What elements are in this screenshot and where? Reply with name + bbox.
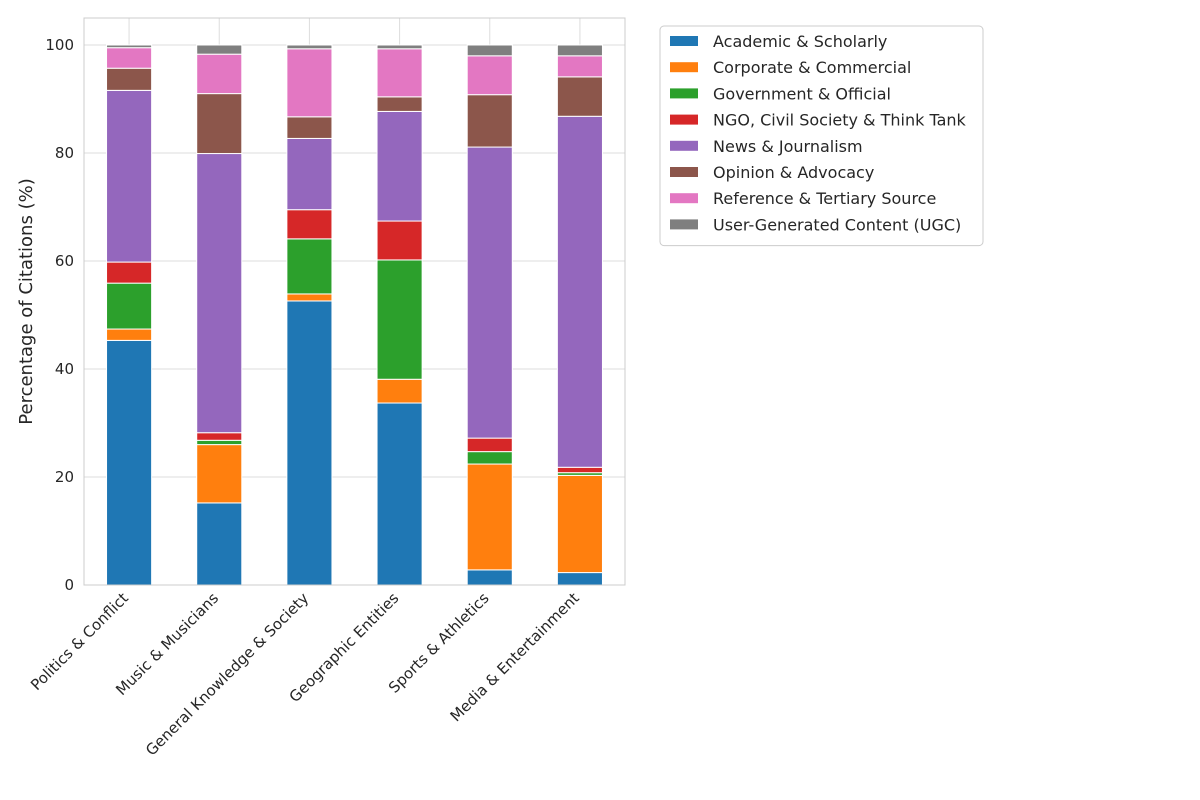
bar-segment [196,53,243,95]
bar-segment [286,293,333,302]
legend-entry: User-Generated Content (UGC) [713,215,961,234]
bar-segment [466,146,513,439]
bar-segment [376,402,423,586]
bar-segment [556,115,603,468]
bar-segment [556,474,603,574]
bar-segment [196,432,243,441]
legend-entry: News & Journalism [713,137,863,156]
bar-segment [556,55,603,78]
y-tick-label: 60 [55,252,74,270]
bar-segment [286,48,333,118]
bar-segment [556,572,603,586]
bar-segment [376,259,423,380]
bar-segment [106,47,153,69]
bar-segment [286,137,333,211]
grid-lines [84,18,625,586]
legend-entry: Academic & Scholarly [713,32,887,51]
bar-segment [466,463,513,571]
y-tick-label: 40 [55,360,74,378]
legend-entry: Government & Official [713,84,891,103]
bar-segment [106,89,153,263]
bar-segment [376,378,423,404]
bar-segment [106,67,153,91]
x-tick-label: Sports & Athletics [385,589,493,697]
y-tick-label: 20 [55,468,74,486]
bar-segment [196,444,243,504]
bar-segment [466,451,513,465]
bar-segment [376,110,423,222]
bar-segment [106,328,153,341]
legend-entry: Corporate & Commercial [713,58,911,77]
x-tick-label: General Knowledge & Society [142,589,312,759]
bar-segment [196,93,243,155]
bar-segment [376,96,423,112]
bar-segment [286,44,333,50]
y-tick-label: 100 [45,36,74,54]
y-axis-label: Percentage of Citations (%) [16,178,37,424]
y-tick-label: 80 [55,144,74,162]
x-tick-label: Politics & Conflict [27,589,132,694]
bar-segment [466,55,513,96]
legend-swatch [670,167,698,177]
bar-segment [196,153,243,434]
legend-swatch [670,140,698,151]
bar-segment [466,94,513,148]
bar-segment [106,44,153,49]
bar-segment [106,261,153,284]
bar-segment [286,238,333,295]
bar-segment [286,209,333,240]
bar-segment [376,44,423,50]
y-tick-label: 0 [64,576,74,594]
legend-swatch [670,219,698,230]
bar-segment [466,44,513,57]
bar-segment [196,439,243,446]
legend-entry: Reference & Tertiary Source [713,189,936,208]
bar-segment [376,48,423,98]
bar-segment [286,116,333,139]
bar-segment [556,466,603,474]
bar-segment [106,282,153,330]
legend-swatch [670,114,698,125]
legend-swatch [670,88,698,99]
bar-segment [376,220,423,261]
legend-entry: NGO, Civil Society & Think Tank [713,111,967,130]
legend-swatch [670,193,698,204]
legend-box [659,25,984,247]
bar-segment [466,569,513,586]
bar-segment [466,437,513,453]
bar-segment [556,44,603,57]
bar-segment [196,44,243,55]
legend-entry: Opinion & Advocacy [713,163,874,182]
bar-segment [196,502,243,586]
legend: Academic & Scholarly Corporate & Commerci… [659,25,984,247]
legend-swatch [670,36,698,46]
legend-swatch [670,62,698,73]
bar-segment [556,76,603,117]
bars [106,44,603,586]
plot-frame [83,17,626,586]
bar-segment [286,300,333,586]
bar-segment [106,339,153,586]
